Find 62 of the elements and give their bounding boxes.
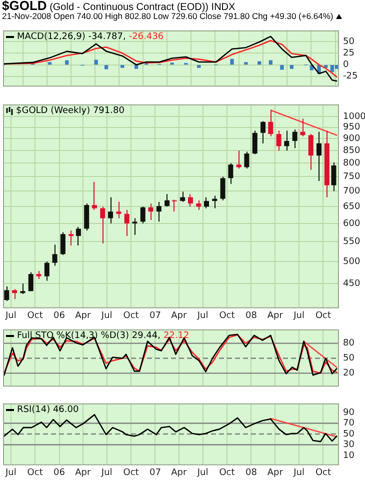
x-tick-label: Apr <box>267 468 284 478</box>
legend-label: MACD(12,26,9) -34.787, <box>17 32 126 42</box>
y-tick-label: 0 <box>343 60 349 70</box>
x-tick-label: Jul <box>100 468 112 478</box>
y-tick-label: 25 <box>343 48 354 58</box>
y-tick-label: 50 <box>343 354 355 364</box>
x-tick-label: 07 <box>150 310 161 321</box>
x-tick-label: Jul <box>100 310 112 321</box>
y-tick-label: 850 <box>343 146 360 156</box>
y-tick-label: 650 <box>343 202 360 212</box>
x-tick-label: Apr <box>171 468 187 478</box>
y-tick-label: 20 <box>343 368 355 379</box>
y-tick-label: 600 <box>343 218 360 229</box>
y-tick-label: 950 <box>343 122 360 133</box>
x-tick-label: Apr <box>171 310 187 321</box>
x-tick-label: Jul <box>196 468 208 478</box>
annotation: $GOLD (Weekly) 791.80 <box>16 106 124 116</box>
y-tick-label: 800 <box>343 158 360 169</box>
series-label: 22.12 <box>164 331 190 342</box>
x-tick-label: Apr <box>75 468 92 478</box>
candlestick <box>172 200 177 212</box>
x-tick-label: Oct <box>219 310 236 321</box>
y-tick-label: 50 <box>343 36 355 47</box>
x-tick-label: Oct <box>123 310 140 321</box>
x-tick-label: Oct <box>315 468 332 478</box>
x-tick-label: Oct <box>219 468 236 478</box>
x-tick-label: 08 <box>245 310 258 321</box>
y-tick-label: 50 <box>343 429 355 440</box>
y-tick-label: 80 <box>343 338 355 349</box>
y-tick-label: 90 <box>343 408 355 418</box>
x-tick-label: Oct <box>27 468 44 478</box>
x-tick-label: Apr <box>75 310 92 321</box>
x-tick-label: 06 <box>54 468 66 478</box>
y-tick-label: 30 <box>343 440 355 450</box>
chart-title: $GOLD (Gold - Continuous Contract (EOD)) INDX <box>2 0 236 13</box>
legend-label: RSI(14) 46.00 <box>17 405 79 416</box>
x-tick-label: Oct <box>123 468 140 478</box>
x-tick-label: Jul <box>4 310 16 321</box>
x-tick-label: Apr <box>267 310 284 321</box>
x-tick-label: 06 <box>54 310 66 321</box>
x-tick-label: Jul <box>4 468 16 478</box>
candlestick <box>132 218 138 235</box>
chart-subtitle: 21-Nov-2008 Open 740.00 High 802.80 Low 729.60 Close 791.80 Chg +49.30 (+6.64%) <box>2 11 334 21</box>
x-tick-label: Jul <box>196 310 208 321</box>
x-tick-label: Jul <box>292 468 304 478</box>
x-tick-label: Oct <box>315 310 332 321</box>
x-tick-label: Jul <box>292 310 304 321</box>
series-label: -26.436 <box>128 32 164 42</box>
y-tick-label: 550 <box>343 236 360 247</box>
y-tick-label: 750 <box>343 172 360 182</box>
y-tick-label: 450 <box>343 278 360 289</box>
legend-label: Full STO %K(14,3) %D(3) 29.44, <box>17 331 160 342</box>
y-tick-label: -25 <box>343 72 358 82</box>
y-tick-label: 70 <box>343 418 355 429</box>
x-tick-label: 07 <box>150 468 161 478</box>
x-tick-label: 08 <box>245 468 258 478</box>
y-tick-label: 900 <box>343 134 360 144</box>
x-tick-label: Oct <box>27 310 44 321</box>
y-tick-label: 10 <box>343 450 355 461</box>
y-tick-label: 1000 <box>343 112 365 122</box>
y-tick-label: 700 <box>343 186 360 197</box>
y-tick-label: 500 <box>343 256 360 267</box>
